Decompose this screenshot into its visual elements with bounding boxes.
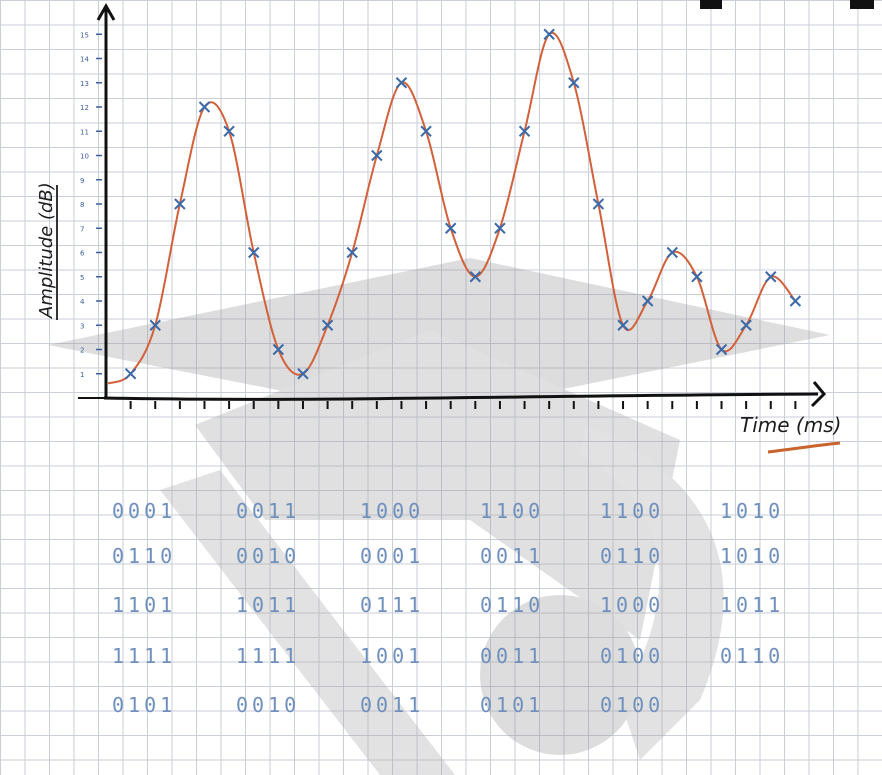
y-tick-label: 5 [80,274,84,282]
sample-marker [444,222,457,234]
code-r4-c2: 1111 [236,644,300,668]
code-r1-c4: 1100 [480,499,544,523]
y-tick-label: 4 [80,298,85,306]
code-r2-c4: 0011 [480,544,544,568]
watermark-cap-band [195,330,680,640]
x-axis-label-underline [767,441,841,454]
x-axis [103,392,819,401]
axes [78,2,827,408]
sample-marker [371,149,383,162]
x-axis-label: Time (ms) [740,413,841,437]
code-r2-c5: 0110 [600,544,664,568]
top-edge-mark-2 [850,0,874,9]
sample-marker [691,271,703,283]
code-r1-c6: 1010 [720,499,784,523]
sample-marker [592,198,605,210]
sample-marker [641,295,654,307]
sample-marker [198,101,211,113]
code-r3-c6: 1011 [720,593,784,617]
sample-marker [149,319,161,331]
sample-marker [740,319,752,331]
sample-marker [789,295,802,307]
code-r5-c4: 0101 [480,693,544,717]
sample-marker [272,343,285,356]
code-r3-c2: 1011 [236,593,300,617]
sample-marker [346,246,358,259]
code-r5-c1: 0101 [112,693,176,717]
sample-marker [765,271,777,283]
y-tick-label: 11 [80,128,89,136]
code-r1-c5: 1100 [600,499,664,523]
sample-marker [124,368,137,380]
sample-marker [174,198,186,210]
y-tick-label: 12 [80,104,89,112]
code-r4-c6: 0110 [720,644,784,668]
y-tick-label: 14 [80,56,89,64]
code-r5-c3: 0011 [360,693,424,717]
watermark [48,258,830,775]
watermark-tassel [160,470,455,775]
x-ticks [129,401,797,409]
code-r3-c5: 1000 [600,593,664,617]
y-tick-label: 3 [80,322,84,330]
sample-marker [543,28,555,40]
y-tick-label: 15 [80,31,89,39]
sample-marker [568,77,580,89]
sample-marker [248,246,260,259]
sample-marker [494,222,506,234]
y-tick-label: 8 [80,201,84,209]
sample-marker [469,271,482,283]
sample-marker [715,343,728,356]
sample-marker [666,246,678,259]
sample-marker [617,319,629,331]
sample-marker [518,125,531,137]
code-r2-c6: 1010 [720,544,784,568]
code-r2-c2: 0010 [236,544,300,568]
sample-markers [124,28,802,380]
sample-marker [297,368,309,380]
code-r3-c3: 0111 [360,593,424,617]
sample-marker [420,125,432,137]
code-r4-c5: 0100 [600,644,664,668]
y-tick-label: 7 [80,225,84,233]
top-edge-mark-1 [700,0,722,9]
code-r1-c3: 1000 [360,499,424,523]
code-r1-c1: 0001 [112,499,176,523]
code-r1-c2: 0011 [236,499,300,523]
y-axis-arrow [96,2,116,21]
y-tick-label: 9 [80,177,84,185]
sample-marker [223,125,235,137]
sample-marker [321,319,334,331]
sample-marker [395,77,408,89]
y-tick-label: 13 [80,80,89,88]
code-r4-c4: 0011 [480,644,544,668]
code-r4-c1: 1111 [112,644,176,668]
code-r2-c1: 0110 [112,544,176,568]
watermark-arc [580,425,724,760]
binary-code-table: 0001 0011 1000 1100 1100 1010 0110 0010 … [112,499,784,717]
x-axis-arrow [810,381,827,408]
y-tick-label: 2 [80,347,84,355]
code-r5-c5: 0100 [600,693,664,717]
code-r5-c2: 0010 [236,693,300,717]
watermark-cap-board [48,258,830,418]
code-r2-c3: 0001 [360,544,424,568]
y-tick-label: 10 [80,153,89,161]
code-r3-c1: 1101 [112,593,176,617]
y-axis-label: Amplitude (dB) [36,182,57,319]
y-tick-label: 6 [80,250,85,258]
code-r3-c4: 0110 [480,593,544,617]
code-r4-c3: 1001 [360,644,424,668]
y-tick-label: 1 [80,371,84,379]
watermark-circle [480,595,640,755]
